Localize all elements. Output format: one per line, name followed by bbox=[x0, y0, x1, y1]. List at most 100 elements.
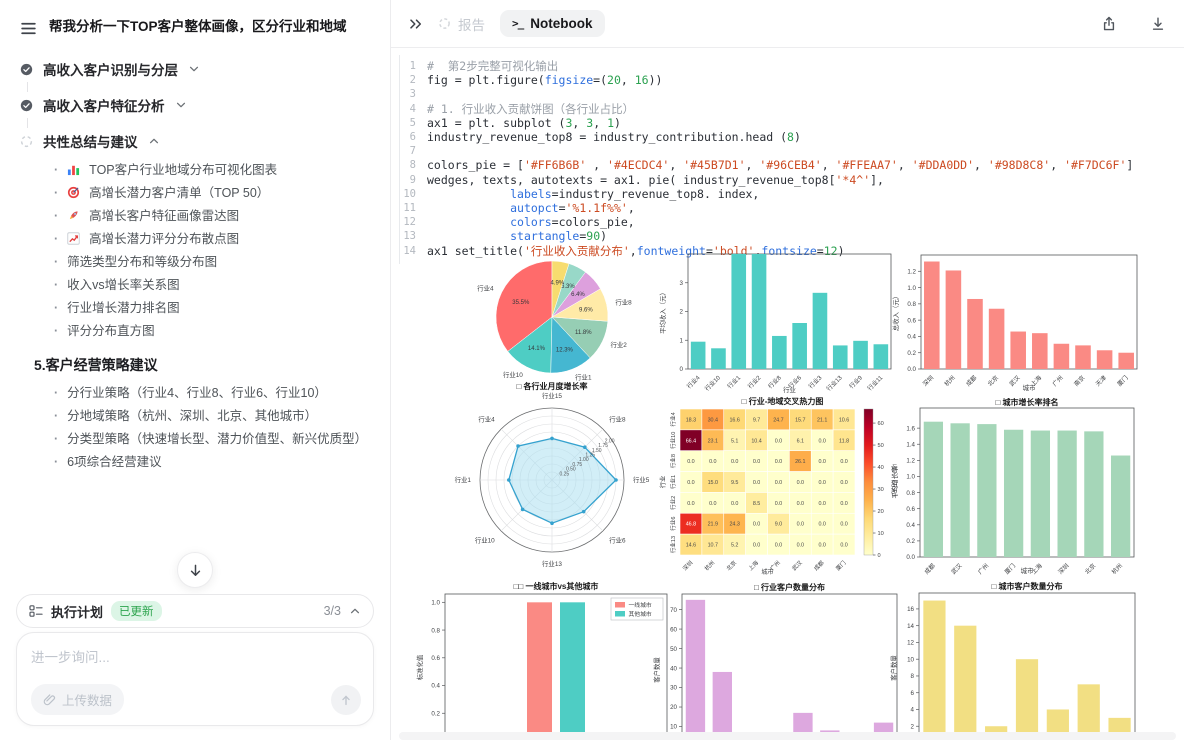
plan-bullet: · 评分分布直方图 bbox=[54, 323, 372, 339]
menu-icon[interactable] bbox=[20, 18, 37, 40]
svg-text:成都: 成都 bbox=[923, 562, 937, 576]
industry-growth-radar: □ 各行业月度增长率 0.250.500.751.001.251.501.752.… bbox=[455, 381, 650, 568]
code-cell[interactable]: 1 # 第2步完整可视化输出 2 fig = plt.figure(figsize=(… bbox=[399, 55, 1166, 264]
svg-text:行业4: 行业4 bbox=[685, 373, 702, 390]
svg-text:16.6: 16.6 bbox=[729, 417, 740, 423]
svg-text:0.0: 0.0 bbox=[797, 501, 805, 507]
plan-bullet-text: 行业增长潜力排名图 bbox=[67, 301, 180, 315]
bullet-dot: · bbox=[54, 232, 59, 246]
svg-text:2: 2 bbox=[680, 309, 684, 316]
svg-text:0.2: 0.2 bbox=[906, 538, 915, 545]
spinner-icon bbox=[20, 135, 33, 148]
svg-text:70: 70 bbox=[670, 607, 677, 614]
bullet-dot: · bbox=[54, 432, 59, 446]
terminal-prompt-icon: >_ bbox=[512, 17, 524, 30]
plan-bullet: · 分行业策略（行业4、行业8、行业6、行业10） bbox=[54, 385, 372, 401]
svg-text:0.0: 0.0 bbox=[818, 480, 826, 486]
tab-report[interactable]: 报告 bbox=[438, 14, 485, 34]
city-customer-count-bar: □ 城市客户数量分布 2 4 6 8 10 12 14 16 客户数量 bbox=[889, 581, 1136, 732]
svg-text:40: 40 bbox=[878, 465, 884, 471]
scroll-to-bottom-button[interactable] bbox=[177, 552, 213, 588]
plan-bullet-text: 分行业策略（行业4、行业8、行业6、行业10） bbox=[67, 386, 327, 400]
svg-text:行业13: 行业13 bbox=[669, 536, 677, 553]
svg-text:武汉: 武汉 bbox=[949, 562, 963, 576]
svg-text:10: 10 bbox=[907, 656, 914, 663]
svg-text:0.0: 0.0 bbox=[775, 480, 783, 486]
bullet-dot: · bbox=[54, 278, 59, 292]
bullet-dot: · bbox=[54, 163, 59, 177]
svg-text:35.5%: 35.5% bbox=[512, 300, 530, 306]
download-icon[interactable] bbox=[1150, 16, 1166, 32]
plan-task-label: 高收入客户特征分析 bbox=[43, 99, 165, 114]
svg-text:0.0: 0.0 bbox=[818, 438, 826, 444]
plan-task-2[interactable]: 高收入客户特征分析 bbox=[20, 94, 372, 116]
message-input[interactable]: 进一步询问... bbox=[31, 650, 110, 665]
plan-bullet-text: TOP客户行业地域分布可视化图表 bbox=[89, 163, 278, 177]
code-line: 3 bbox=[409, 88, 416, 101]
svg-text:深圳: 深圳 bbox=[1056, 562, 1070, 576]
svg-text:30.4: 30.4 bbox=[708, 417, 719, 423]
plan-bullet: · 筛选类型分布和等级分布图 bbox=[54, 254, 372, 270]
svg-text:北京: 北京 bbox=[1083, 562, 1097, 576]
svg-text:1.0: 1.0 bbox=[906, 474, 915, 481]
svg-text:40: 40 bbox=[670, 665, 677, 672]
svg-text:0.0: 0.0 bbox=[687, 459, 695, 465]
svg-text:60: 60 bbox=[670, 626, 677, 633]
svg-text:杭州: 杭州 bbox=[943, 374, 957, 388]
code-line: 5 ax1 = plt. subplot (3, 3, 1) bbox=[409, 115, 621, 130]
svg-text:城市: 城市 bbox=[1023, 383, 1036, 392]
horizontal-scrollbar[interactable] bbox=[399, 732, 1176, 740]
svg-text:24.7: 24.7 bbox=[773, 417, 784, 423]
svg-text:9.0: 9.0 bbox=[775, 522, 783, 528]
svg-text:0.0: 0.0 bbox=[775, 501, 783, 507]
plan-task-3[interactable]: 共性总结与建议 bbox=[20, 130, 372, 152]
svg-text:30: 30 bbox=[670, 685, 677, 692]
svg-text:0.0: 0.0 bbox=[797, 543, 805, 549]
svg-text:1.25: 1.25 bbox=[585, 452, 595, 458]
svg-text:1.2: 1.2 bbox=[906, 458, 915, 465]
svg-text:14.1%: 14.1% bbox=[528, 346, 546, 352]
svg-text:0.4: 0.4 bbox=[906, 522, 915, 529]
industry-customer-count-bar: □ 行业客户数量分布 10 20 30 40 50 60 70 客户数量 bbox=[652, 582, 898, 732]
plan-task-1[interactable]: 高收入客户识别与分层 bbox=[20, 58, 372, 80]
plan-bullet: · 高增长客户特征画像雷达图 bbox=[54, 208, 372, 224]
svg-text:14: 14 bbox=[907, 623, 914, 630]
svg-text:成都: 成都 bbox=[812, 558, 826, 572]
notebook-panel: 报告 >_ Notebook 1 # 第2步完整可视化输出 2 fig = plt.f… bbox=[391, 0, 1184, 740]
svg-text:3: 3 bbox=[680, 280, 684, 287]
tab-report-label: 报告 bbox=[458, 17, 485, 33]
plan-bullet-text: 高增长客户特征画像雷达图 bbox=[89, 209, 240, 223]
send-button[interactable] bbox=[331, 684, 361, 715]
svg-text:天津: 天津 bbox=[1095, 374, 1108, 387]
execution-plan-bar[interactable]: 执行计划 已更新 3/3 bbox=[16, 594, 374, 628]
svg-text:行业13: 行业13 bbox=[542, 559, 562, 568]
panel-header: 报告 >_ Notebook bbox=[391, 0, 1184, 48]
svg-text:0.8: 0.8 bbox=[907, 301, 916, 308]
notebook-content[interactable]: 1 # 第2步完整可视化输出 2 fig = plt.figure(figsize=(… bbox=[391, 48, 1184, 740]
svg-text:0.0: 0.0 bbox=[753, 522, 761, 528]
chevron-up-icon bbox=[149, 138, 158, 144]
svg-text:0.0: 0.0 bbox=[840, 543, 848, 549]
industry-city-heatmap: □ 行业-地域交叉热力图 18.3 30.4 16.6 9.7 24.7 15.7 21.1 1… bbox=[659, 396, 898, 576]
svg-text:24.3: 24.3 bbox=[729, 522, 740, 528]
svg-text:行业2: 行业2 bbox=[669, 496, 677, 510]
svg-text:4: 4 bbox=[911, 707, 915, 714]
code-line: 10 labels=industry_revenue_top8. index, bbox=[403, 186, 760, 201]
upload-data-button[interactable]: 上传数据 bbox=[31, 684, 125, 715]
tab-notebook[interactable]: >_ Notebook bbox=[500, 10, 605, 37]
svg-text:广州: 广州 bbox=[1051, 374, 1065, 388]
svg-text:标准化值: 标准化值 bbox=[415, 654, 424, 680]
svg-text:1.4: 1.4 bbox=[906, 441, 915, 448]
collapse-panel-icon[interactable] bbox=[409, 17, 423, 31]
svg-text:总收入（元）: 总收入（元） bbox=[891, 293, 900, 331]
svg-text:行业4: 行业4 bbox=[669, 412, 677, 426]
svg-text:0.0: 0.0 bbox=[709, 501, 717, 507]
svg-text:10: 10 bbox=[670, 724, 677, 731]
message-composer: 进一步询问... 上传数据 bbox=[16, 632, 374, 726]
status-badge: 已更新 bbox=[111, 601, 162, 621]
share-icon[interactable] bbox=[1101, 16, 1117, 32]
plan-bullet-text: 评分分布直方图 bbox=[67, 324, 155, 338]
svg-text:行业4: 行业4 bbox=[477, 283, 494, 292]
